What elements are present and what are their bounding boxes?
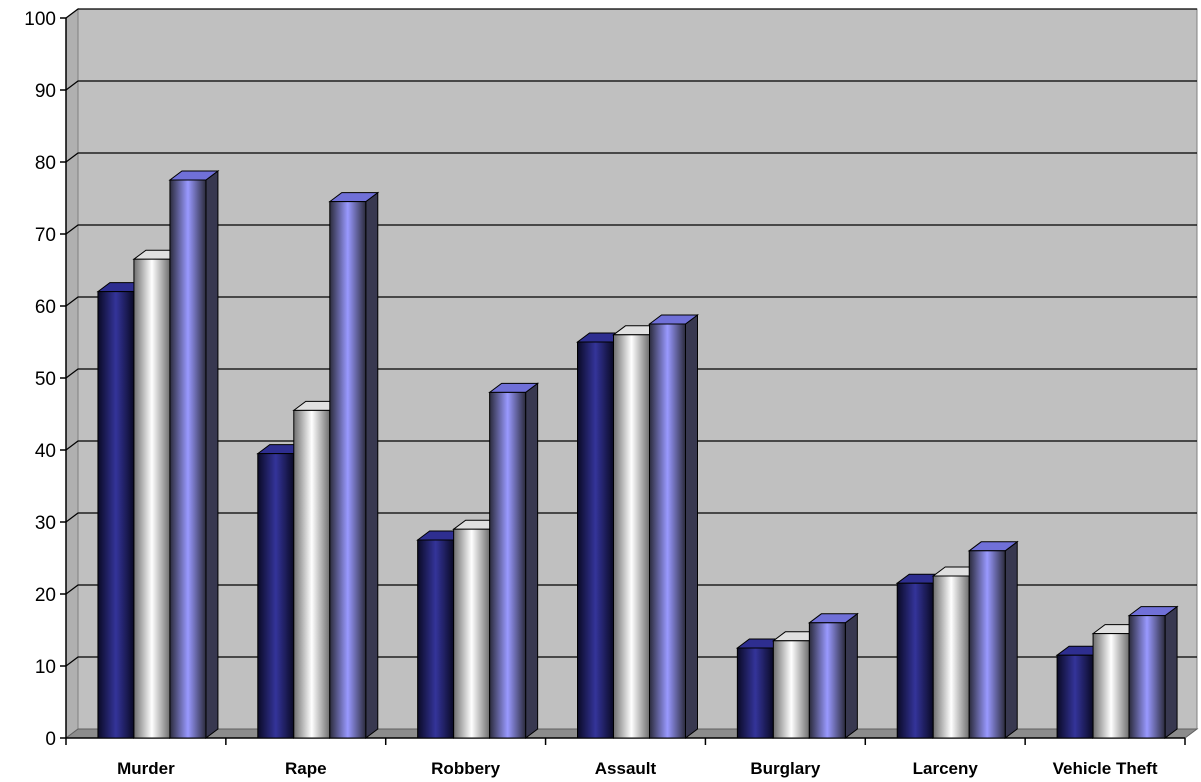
bar-front: [293, 409, 331, 739]
grid-line: [65, 512, 1197, 523]
grid-line: [65, 152, 1197, 163]
bar-front: [453, 528, 491, 739]
bar-side: [844, 612, 858, 739]
grid-line: [65, 296, 1197, 307]
bar-side: [365, 191, 379, 739]
grid-line: [65, 584, 1197, 595]
bar-front: [169, 179, 207, 739]
bar-front: [133, 258, 171, 739]
bar-front: [968, 550, 1006, 739]
grid-line: [65, 224, 1197, 235]
x-tick-label: Vehicle Theft: [1053, 759, 1158, 778]
y-tick-label: 90: [35, 81, 56, 102]
bars: [96, 170, 1179, 739]
bar: [168, 170, 220, 739]
grid-lines: [65, 8, 1197, 667]
y-tick-label: 50: [35, 369, 56, 390]
grid-line: [65, 80, 1197, 91]
bar-side: [1004, 540, 1018, 739]
y-tick-label: 80: [35, 153, 56, 174]
x-tick-label: Burglary: [750, 759, 820, 778]
x-tick-label: Murder: [117, 759, 175, 778]
bar-front: [649, 323, 686, 739]
y-tick-label: 70: [35, 225, 56, 246]
y-tick-label: 60: [35, 297, 56, 318]
bar-front: [1056, 654, 1094, 739]
x-tick-label: Larceny: [913, 759, 979, 778]
bar: [648, 314, 699, 739]
y-tick-label: 10: [35, 657, 56, 678]
x-tick-label: Robbery: [431, 759, 501, 778]
bar-front: [808, 622, 846, 739]
y-tick-label: 40: [35, 441, 56, 462]
bar-side: [525, 382, 539, 739]
bar-front: [97, 291, 135, 739]
bar-front: [329, 201, 367, 739]
y-tick-label: 20: [35, 585, 56, 606]
bar: [967, 540, 1019, 739]
bar-front: [932, 575, 970, 739]
bar-front: [489, 391, 527, 739]
x-tick-label: Assault: [595, 759, 657, 778]
grid-line: [65, 368, 1197, 379]
bar-side: [685, 314, 698, 739]
bar-front: [417, 539, 455, 739]
y-tick-label: 100: [24, 9, 56, 30]
grid-line: [65, 440, 1197, 451]
y-tick-label: 0: [45, 729, 56, 750]
bar-front: [1128, 615, 1166, 739]
x-tick-labels: Murder Rape Robbery Assault Burglary Larceny V…: [117, 759, 1158, 778]
bar-front: [772, 640, 810, 739]
bar-side: [205, 170, 219, 739]
bar: [807, 612, 859, 739]
bar-front: [1092, 633, 1130, 739]
bar-front: [577, 341, 614, 739]
grid-line: [65, 8, 1197, 19]
y-tick-label: 30: [35, 513, 56, 534]
bar-side: [1164, 605, 1178, 739]
bar: [1127, 605, 1179, 739]
bar-front: [896, 582, 934, 739]
bar-front: [736, 647, 774, 739]
x-tick-label: Rape: [285, 759, 327, 778]
bar-front: [257, 453, 295, 739]
bar: [488, 382, 540, 739]
bar: [328, 191, 380, 739]
bar-front: [613, 334, 650, 739]
y-tick-labels: 0 10 20 30 40 50 60 70 80 90 100: [24, 9, 56, 750]
